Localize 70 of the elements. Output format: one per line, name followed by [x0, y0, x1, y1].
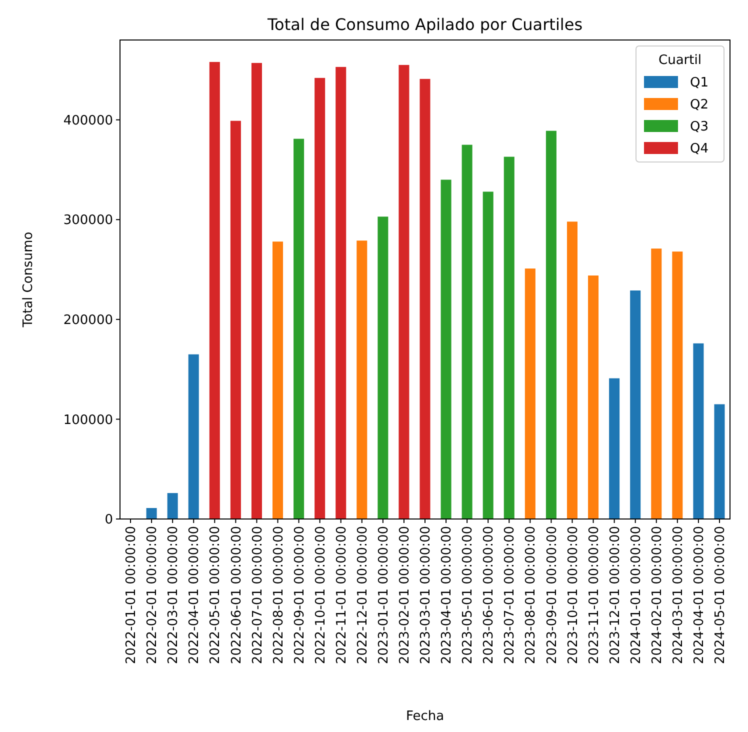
bar: [504, 156, 514, 519]
bar: [651, 248, 662, 519]
x-tick-label: 2024-03-01 00:00:00: [670, 526, 686, 664]
bar: [272, 242, 284, 519]
bar: [336, 66, 346, 519]
x-tick-label: 2023-01-01 00:00:00: [376, 526, 392, 664]
y-tick-label: 200000: [63, 312, 113, 328]
bar: [588, 276, 599, 519]
x-tick-label: 2023-10-01 00:00:00: [566, 526, 581, 664]
x-tick-label: 2022-01-01 00:00:00: [124, 526, 140, 664]
x-tick-label: 2023-06-01 00:00:00: [482, 526, 497, 664]
bar: [482, 192, 494, 519]
bar: [398, 64, 410, 519]
x-tick-label: 2022-05-01 00:00:00: [208, 526, 224, 664]
x-tick-label: 2023-09-01 00:00:00: [544, 526, 560, 664]
x-tick-label: 2023-03-01 00:00:00: [418, 526, 434, 664]
x-tick-label: 2023-07-01 00:00:00: [502, 526, 518, 664]
y-tick-label: 400000: [63, 113, 113, 128]
bar: [294, 138, 304, 519]
bar: [693, 343, 704, 519]
x-tick-label: 2023-05-01 00:00:00: [460, 526, 476, 664]
bar: [378, 216, 388, 519]
bar: [672, 252, 683, 519]
bar: [146, 508, 157, 519]
bar: [167, 493, 178, 519]
legend-title: Cuartil: [658, 53, 702, 68]
x-tick-label: 2023-04-01 00:00:00: [440, 526, 455, 664]
bar: [524, 268, 536, 519]
x-tick-label: 2022-10-01 00:00:00: [313, 526, 328, 664]
bar: [209, 62, 220, 519]
bar: [566, 222, 578, 519]
x-tick-label: 2022-08-01 00:00:00: [271, 526, 286, 664]
x-tick-label: 2024-04-01 00:00:00: [692, 526, 707, 664]
x-tick-label: 2022-06-01 00:00:00: [229, 526, 244, 664]
bar: [630, 290, 641, 519]
legend-label: Q4: [690, 142, 709, 157]
x-tick-label: 2022-11-01 00:00:00: [334, 526, 350, 664]
x-tick-label: 2022-03-01 00:00:00: [166, 526, 182, 664]
bar: [714, 404, 725, 519]
bar: [462, 144, 472, 519]
bar: [314, 78, 326, 519]
y-tick-label: 0: [104, 512, 113, 528]
x-tick-label: 2024-02-01 00:00:00: [650, 526, 665, 664]
x-tick-label: 2023-11-01 00:00:00: [586, 526, 602, 664]
x-axis-title: Fecha: [406, 709, 444, 724]
chart-title: Total de Consumo Apilado por Cuartiles: [266, 15, 583, 34]
y-axis-title: Total Consumo: [21, 232, 36, 328]
y-tick-label: 100000: [63, 412, 113, 428]
legend-label: Q2: [690, 98, 709, 113]
bar: [440, 180, 452, 519]
bar: [356, 240, 368, 519]
bar: [188, 354, 199, 519]
bar: [546, 130, 556, 519]
y-tick-label: 300000: [63, 213, 113, 228]
x-tick-label: 2023-12-01 00:00:00: [608, 526, 623, 664]
x-tick-label: 2022-02-01 00:00:00: [145, 526, 160, 664]
x-tick-label: 2023-08-01 00:00:00: [524, 526, 539, 664]
x-tick-label: 2024-05-01 00:00:00: [713, 526, 728, 664]
bar: [251, 62, 262, 519]
bar: [609, 378, 620, 519]
legend-label: Q1: [690, 76, 709, 91]
x-tick-label: 2022-09-01 00:00:00: [292, 526, 308, 664]
x-tick-label: 2022-07-01 00:00:00: [250, 526, 266, 664]
x-tick-label: 2023-02-01 00:00:00: [398, 526, 413, 664]
legend-label: Q3: [690, 120, 709, 135]
x-tick-label: 2022-12-01 00:00:00: [355, 526, 370, 664]
x-tick-label: 2022-04-01 00:00:00: [187, 526, 202, 664]
x-tick-label: 2024-01-01 00:00:00: [628, 526, 644, 664]
bar: [420, 78, 430, 519]
bar: [230, 120, 241, 519]
